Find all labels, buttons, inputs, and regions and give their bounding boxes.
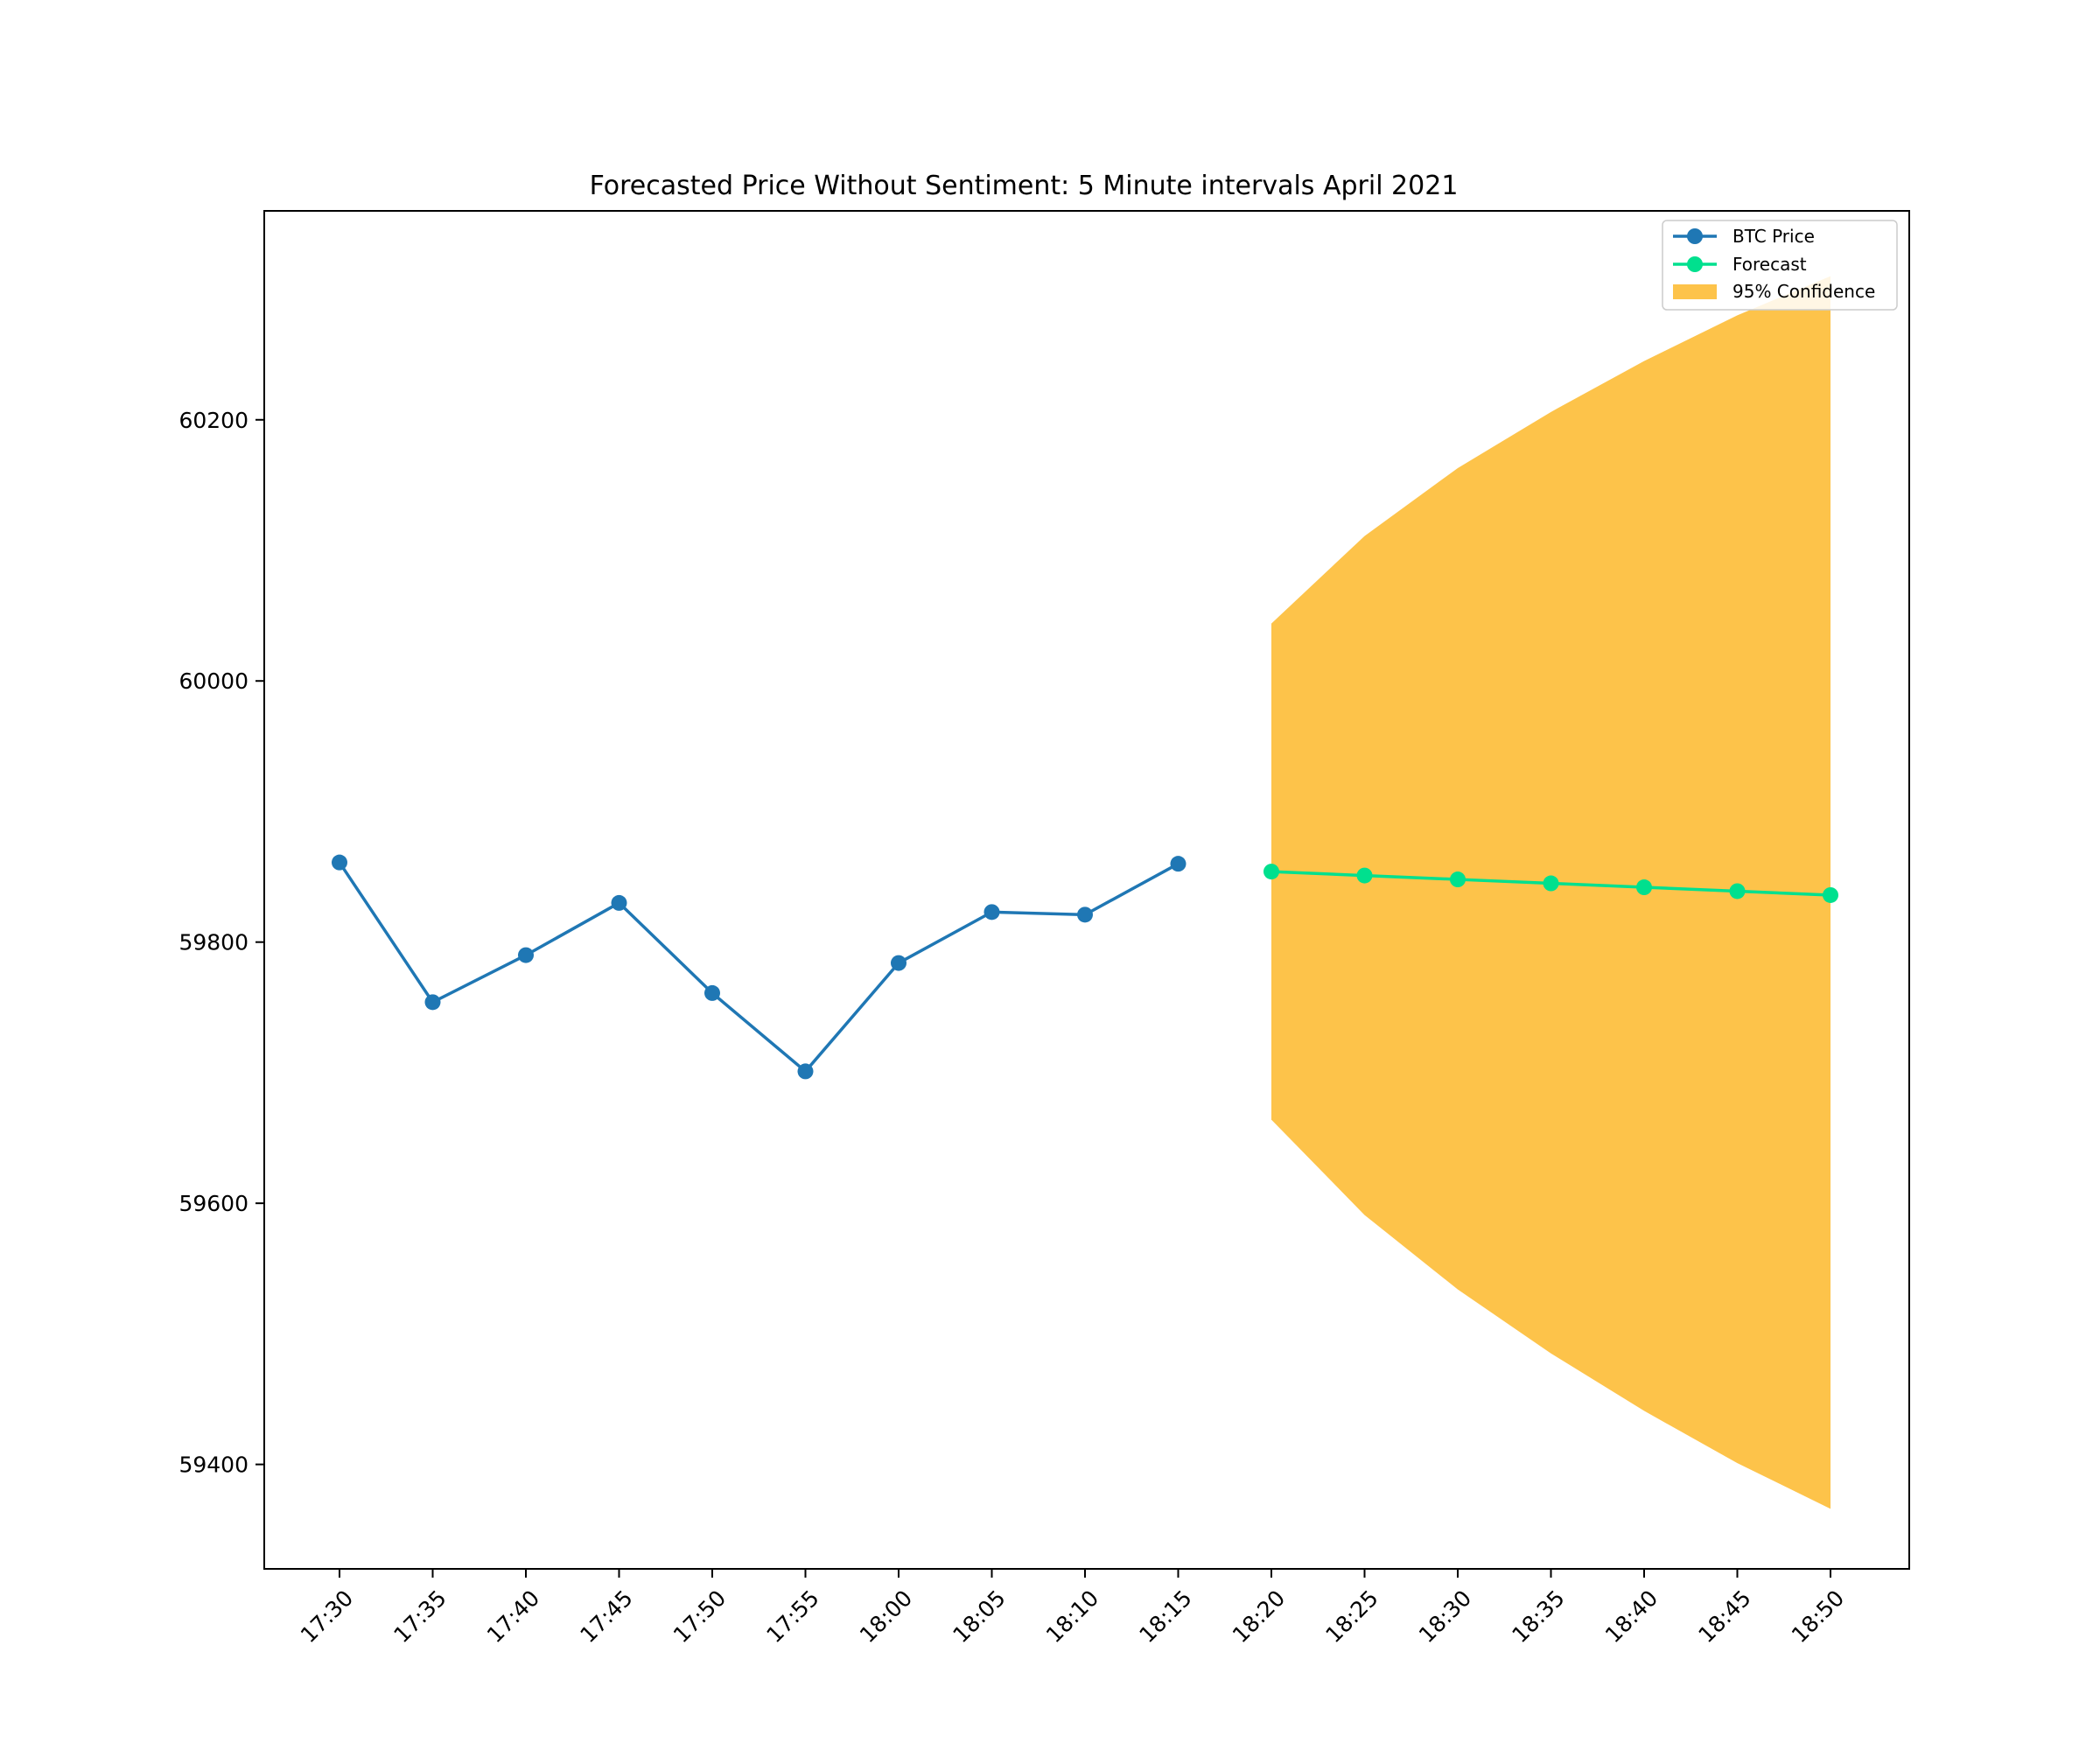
y-tick-label: 59400 xyxy=(178,1452,248,1478)
data-point-forecast xyxy=(1729,883,1746,900)
data-point-btc-price xyxy=(518,947,534,963)
data-point-forecast xyxy=(1356,867,1373,884)
legend-label-confidence: 95% Confidence xyxy=(1732,281,1875,302)
legend-confidence-swatch xyxy=(1673,284,1717,299)
data-point-forecast xyxy=(1636,879,1652,896)
y-tick-label: 60000 xyxy=(178,668,248,694)
confidence-band xyxy=(1271,276,1830,1509)
data-point-btc-price xyxy=(611,894,627,911)
series-layer xyxy=(332,854,1838,1080)
data-point-btc-price xyxy=(1077,906,1093,923)
series-line-btc-price xyxy=(338,861,1180,1074)
y-tick-label: 60200 xyxy=(178,408,248,433)
legend: BTC Price Forecast 95% Confidence xyxy=(1662,220,1898,311)
data-point-btc-price xyxy=(332,854,347,871)
legend-btc-marker xyxy=(1687,228,1703,244)
data-point-btc-price xyxy=(984,904,1000,920)
y-tick-label: 59600 xyxy=(178,1191,248,1216)
y-tick-label: 59800 xyxy=(178,930,248,956)
data-point-btc-price xyxy=(797,1063,814,1080)
legend-label-btc-price: BTC Price xyxy=(1732,226,1815,247)
legend-forecast-marker xyxy=(1687,256,1703,272)
data-point-forecast xyxy=(1543,875,1559,892)
chart-title: Forecasted Price Without Sentiment: 5 Mi… xyxy=(590,171,1459,201)
data-point-forecast xyxy=(1264,864,1279,880)
data-point-btc-price xyxy=(704,984,720,1001)
data-point-btc-price xyxy=(1170,856,1186,872)
data-point-btc-price xyxy=(891,955,906,971)
confidence-band-layer xyxy=(1271,276,1830,1509)
legend-label-forecast: Forecast xyxy=(1732,254,1807,275)
plot-frame xyxy=(263,210,1910,1570)
data-point-btc-price xyxy=(424,994,441,1011)
data-point-forecast xyxy=(1823,886,1838,903)
data-point-forecast xyxy=(1450,872,1466,888)
legend-box xyxy=(1662,220,1898,311)
